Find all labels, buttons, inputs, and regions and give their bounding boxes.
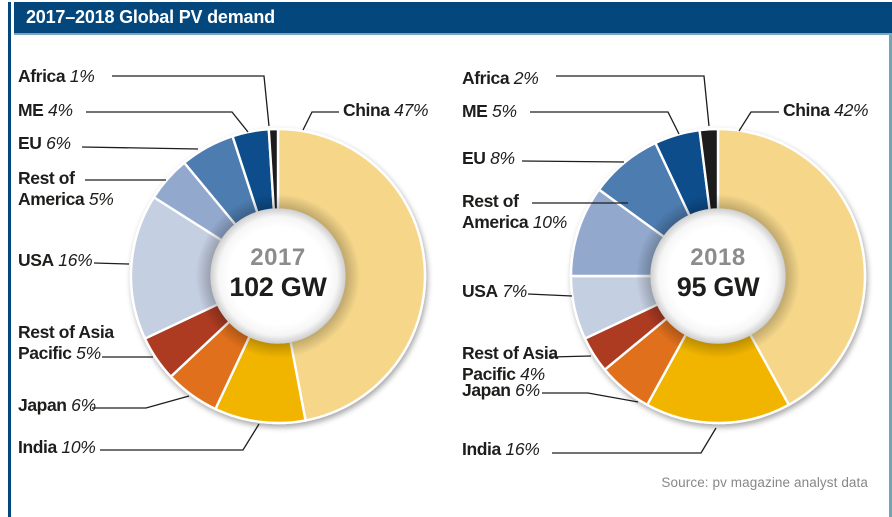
donut-hole [650,208,786,344]
callout-label-china: China 47% [343,100,429,120]
callout-label-africa: Africa 2% [462,68,539,88]
leader-line-japan [542,392,639,403]
center-value: 102 GW [229,272,327,302]
callout-label-eu: EU 8% [462,148,515,168]
left-border [8,2,11,517]
leader-line-rest-of-asia-pacific [549,355,592,358]
source-note: Source: pv magazine analyst data [661,475,868,490]
callout-label-india: India 16% [462,439,540,459]
callout-label-china: China 42% [783,100,869,120]
callout-label-japan: Japan 6% [462,380,540,400]
callout-label-africa: Africa 1% [18,66,95,86]
leader-line-africa [556,75,710,127]
right-border [889,35,892,517]
leader-line-me [86,111,249,133]
leader-line-usa [527,293,573,297]
callout-label-rest-of-america: Rest of America 10% [462,191,567,232]
leader-line-eu [81,146,199,150]
callout-label-india: India 10% [18,437,96,457]
leader-line-japan [92,395,190,409]
leader-line-india [100,423,260,451]
leader-line-africa [112,75,270,127]
leader-line-china [302,111,339,131]
callout-label-rest-of-america: Rest of America 5% [18,168,114,209]
leader-line-eu [521,160,625,163]
callout-label-usa: USA 7% [462,281,528,301]
callout-label-rest-of-asia-pacific: Rest of Asia Pacific 4% [462,343,558,384]
center-year: 2018 [690,244,745,271]
figure-title: 2017–2018 Global PV demand [26,7,275,27]
center-year: 2017 [250,244,305,271]
leader-line-china [738,111,779,132]
header-underline [14,33,892,35]
donut-hole [210,208,346,344]
callout-label-me: ME 5% [462,101,517,121]
center-value: 95 GW [677,272,760,302]
leader-line-me [530,111,680,135]
callout-label-rest-of-asia-pacific: Rest of Asia Pacific 5% [18,322,114,363]
header-bar: 2017–2018 Global PV demand [14,2,892,33]
callout-label-eu: EU 6% [18,133,71,153]
callout-label-japan: Japan 6% [18,395,96,415]
leader-line-usa [93,262,130,265]
callout-label-me: ME 4% [18,100,73,120]
callout-label-usa: USA 16% [18,250,93,270]
leader-line-india [552,427,717,454]
